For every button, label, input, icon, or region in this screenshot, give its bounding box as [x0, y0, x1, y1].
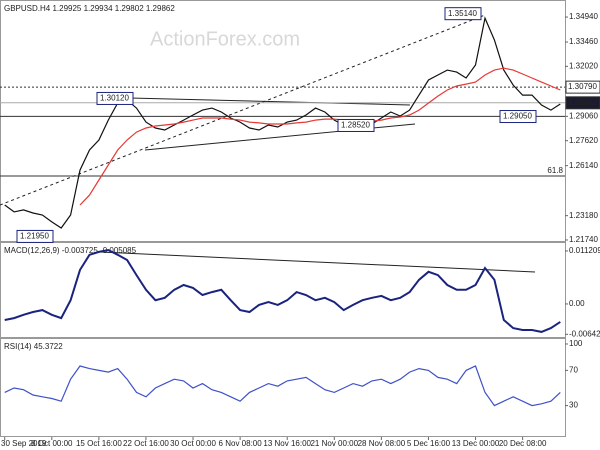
x-tick-label: 28 Nov 08:00 [358, 439, 406, 448]
macd-panel [0, 242, 566, 338]
annotation-box [337, 118, 375, 132]
y-tick-label: 0.00 [569, 299, 585, 308]
y-tick-label: 100 [569, 339, 583, 348]
x-tick-label: 22 Oct 16:00 [123, 439, 169, 448]
annotation-label: 1.28520 [341, 121, 370, 130]
level-box [565, 80, 600, 94]
y-tick-label: 1.33460 [569, 37, 598, 46]
y-tick-label: 1.27620 [569, 136, 598, 145]
x-tick-label: 20 Dec 08:00 [499, 439, 547, 448]
x-tick-label: 15 Oct 16:00 [76, 439, 122, 448]
y-tick-label: 1.26140 [569, 161, 598, 170]
series-line [4, 248, 561, 333]
trend-lines [0, 14, 536, 273]
level-name: 61.8 [547, 166, 563, 175]
panel-title: MACD(12,26,9) -0.003725 -0.005085 [4, 246, 137, 255]
annotation-box [96, 91, 134, 105]
rsi-panel [0, 338, 566, 437]
trend-line [129, 97, 411, 106]
x-tick-label: 13 Nov 16:00 [263, 439, 311, 448]
y-tick-label: 70 [569, 365, 578, 374]
watermark: ActionForex.com [150, 28, 300, 50]
y-tick-label: 1.32020 [569, 61, 598, 70]
y-tick-label: 1.34940 [569, 12, 598, 21]
x-tick-label: 30 Oct 00:00 [170, 439, 216, 448]
panel-title: RSI(14) 45.3722 [4, 342, 63, 351]
series-line [79, 67, 561, 206]
annotation-label: 1.21950 [20, 232, 49, 241]
trend-line [0, 14, 486, 206]
price-panel [0, 0, 566, 242]
annotation-box [16, 229, 54, 243]
y-tick-label: 30 [569, 401, 578, 410]
annotation-label: 1.30120 [100, 94, 129, 103]
panel-frames [0, 0, 566, 437]
annotation-label: 1.35140 [448, 9, 477, 18]
y-tick-label: -0.00642 [569, 329, 600, 338]
x-tick-label: 13 Dec 00:00 [452, 439, 500, 448]
annotation-label: 1.29050 [503, 112, 532, 121]
y-tick-label: 0.011209 [569, 246, 600, 255]
annotation-box [499, 110, 537, 124]
y-tick-label: 1.21740 [569, 235, 598, 244]
panel-title: GBPUSD.H4 1.29925 1.29934 1.29802 1.2986… [4, 4, 175, 13]
x-tick-label: 30 Sep 2019 [1, 439, 47, 448]
level-box [565, 96, 600, 110]
series-line [4, 365, 561, 407]
x-tick-label: 21 Nov 00:00 [310, 439, 358, 448]
y-tick-label: 1.23180 [569, 211, 598, 220]
trend-line [99, 251, 536, 273]
level-label: 1.30790 [568, 82, 597, 91]
x-tick-label: 5 Dec 16:00 [407, 439, 451, 448]
x-tick-label: 6 Nov 08:00 [219, 439, 263, 448]
x-tick-label: 8 Oct 00:00 [31, 439, 73, 448]
y-tick-label: 1.29060 [569, 111, 598, 120]
annotation-box [444, 7, 482, 21]
level-label: 1.29862 [568, 98, 597, 107]
